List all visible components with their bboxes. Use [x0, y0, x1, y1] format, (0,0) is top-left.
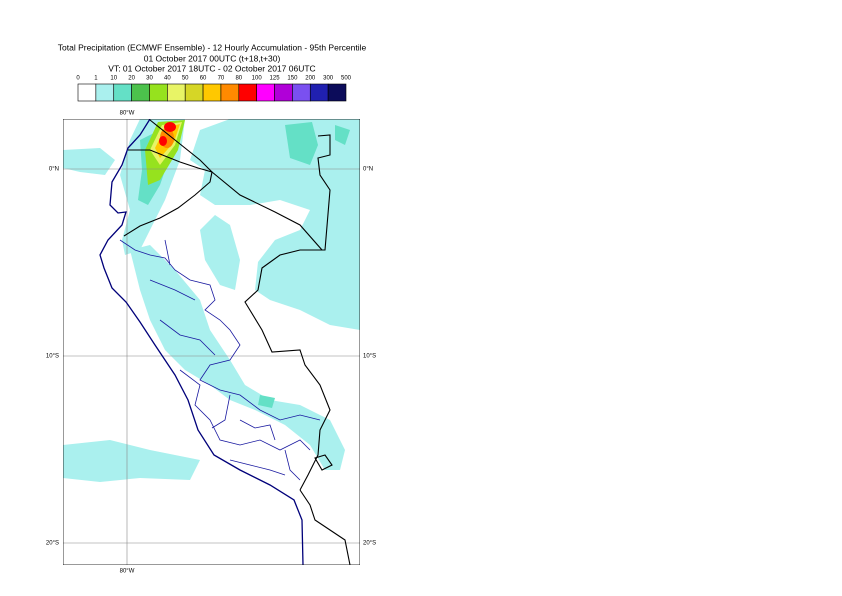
colorbar-label: 40 — [164, 76, 171, 82]
coastline — [99, 119, 304, 565]
graticule-labels: 80°W 80°W 0°N 0°N 10°S 10°S 20°S 20°S — [46, 111, 376, 575]
colorbar-box — [77, 83, 97, 102]
parallel-label: 0°N — [363, 167, 373, 173]
colorbar-label: 100 — [252, 76, 263, 82]
colorbar-label: 70 — [218, 76, 225, 82]
colorbar-box — [309, 83, 329, 102]
colorbar-box — [113, 83, 132, 102]
colorbar-box — [238, 83, 257, 102]
colorbar-box — [220, 83, 240, 102]
lake — [314, 454, 333, 471]
colorbar-box — [256, 83, 275, 102]
country-border — [123, 149, 213, 237]
valid-time: VT: 01 October 2017 18UTC - 02 October 2… — [108, 63, 315, 73]
colorbar-label: 50 — [182, 76, 189, 82]
colorbar-label: 125 — [270, 76, 281, 82]
parallel-label: 20°S — [363, 541, 376, 547]
colorbar-label: 10 — [110, 76, 117, 82]
colorbar-box — [149, 83, 168, 102]
colorbar-box — [274, 83, 293, 102]
colorbar-label: 150 — [287, 76, 298, 82]
colorbar-label: 1 — [94, 76, 98, 82]
colorbar-label: 300 — [323, 76, 334, 82]
colorbar-label: 30 — [146, 76, 153, 82]
meridian-label: 80°W — [120, 111, 135, 117]
colorbar-box — [292, 83, 311, 102]
country-border — [317, 134, 331, 251]
meridian-label: 80°W — [120, 569, 135, 575]
base-time: 01 October 2017 00UTC (t+18,t+30) — [144, 53, 281, 63]
colorbar-label: 20 — [128, 76, 135, 82]
parallel-label: 20°S — [46, 541, 59, 547]
country-border — [211, 171, 331, 491]
map — [63, 119, 360, 565]
province-border — [119, 239, 321, 481]
parallel-label: 10°S — [46, 354, 59, 360]
country-border — [299, 489, 351, 565]
colorbar: 0 1 10 20 30 40 50 60 70 80 100 125 150 200 300 500 — [76, 76, 352, 102]
colorbar-label: 200 — [305, 76, 316, 82]
colorbar-label: 0 — [76, 76, 80, 82]
colorbar-label: 60 — [200, 76, 207, 82]
colorbar-box — [184, 83, 204, 102]
parallel-label: 10°S — [363, 354, 376, 360]
colorbar-box — [95, 83, 115, 102]
colorbar-label: 80 — [235, 76, 242, 82]
country-border — [149, 119, 213, 173]
colorbar-label: 500 — [341, 76, 352, 82]
title: Total Precipitation (ECMWF Ensemble) - 1… — [58, 42, 367, 52]
parallel-label: 0°N — [49, 167, 59, 173]
colorbar-box — [131, 83, 150, 102]
colorbar-box — [167, 83, 186, 102]
colorbar-box — [202, 83, 222, 102]
colorbar-box — [327, 83, 347, 102]
